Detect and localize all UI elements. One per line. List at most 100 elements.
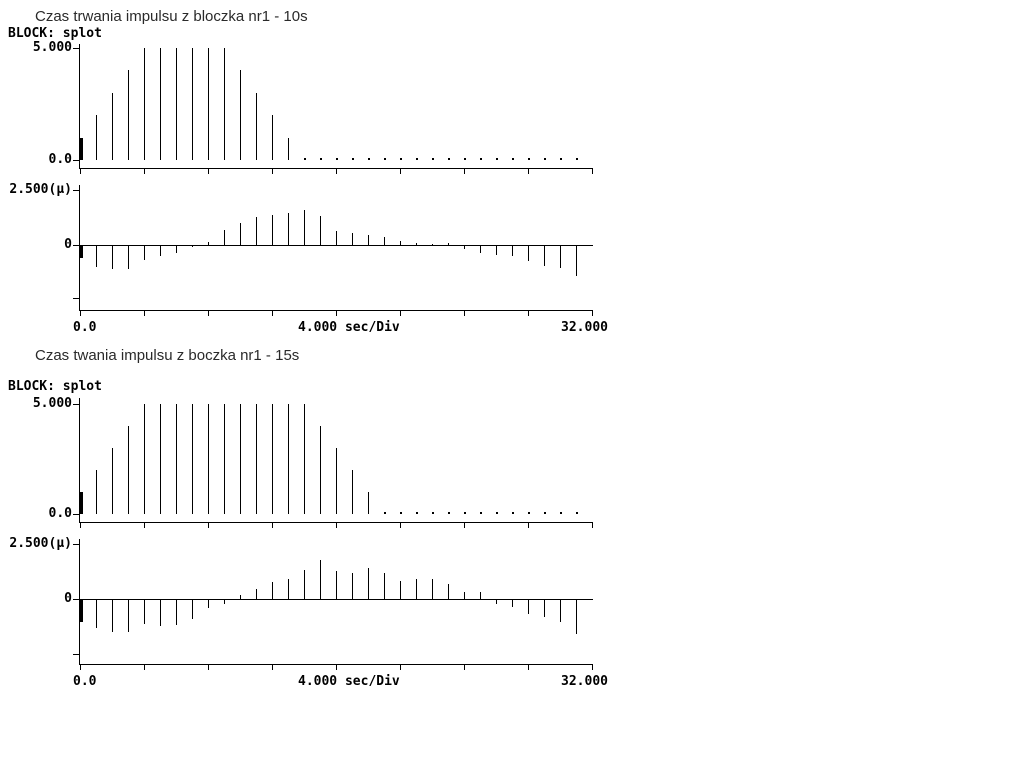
stem [128, 70, 129, 160]
y-max-label-lower-15s: 2.500(μ) [9, 536, 72, 551]
x-axis-tick [144, 169, 145, 174]
stem [352, 470, 353, 514]
stem [368, 235, 369, 245]
zero-dot [512, 158, 514, 160]
stem [240, 223, 241, 245]
stem [192, 600, 193, 619]
x-axis-line [79, 664, 593, 665]
stem [288, 404, 289, 514]
y-axis-tick [73, 160, 79, 161]
zero-dot [544, 158, 546, 160]
y-axis-line [79, 539, 80, 665]
stem [240, 595, 241, 599]
x-axis-tick [592, 665, 593, 670]
x-axis-tick [464, 169, 465, 174]
stem [224, 404, 225, 514]
zero-dot [448, 512, 450, 514]
x-axis-tick [208, 523, 209, 528]
x-axis-tick [528, 665, 529, 670]
stem [304, 210, 305, 245]
zero-dot [528, 158, 530, 160]
stem [96, 115, 97, 160]
x-axis-tick [80, 169, 81, 174]
stem [96, 600, 97, 628]
stem [272, 404, 273, 514]
stem [400, 581, 401, 599]
x-axis-tick [592, 311, 593, 316]
x-axis-tick [272, 523, 273, 528]
stem [336, 571, 337, 599]
stem [80, 600, 83, 622]
zero-dot [432, 158, 434, 160]
x-axis-tick [208, 665, 209, 670]
zero-dot [480, 512, 482, 514]
stem [480, 592, 481, 599]
stem [320, 216, 321, 245]
stem [160, 48, 161, 160]
stem [544, 246, 545, 266]
zero-dot [384, 158, 386, 160]
stem [416, 243, 417, 245]
stem [512, 600, 513, 607]
stem [224, 600, 225, 604]
y-axis-tick [73, 298, 79, 299]
stem [144, 48, 145, 160]
stem [560, 600, 561, 622]
x-axis-left-label-10s: 0.0 [73, 320, 97, 335]
stem [208, 404, 209, 514]
stem [272, 115, 273, 160]
block-label-10s: BLOCK: splot [8, 26, 102, 41]
x-axis-tick [528, 311, 529, 316]
stem [560, 246, 561, 268]
stem [240, 70, 241, 160]
x-axis-tick [272, 665, 273, 670]
x-axis-tick [400, 311, 401, 316]
stem [272, 582, 273, 599]
stem [224, 230, 225, 245]
zero-dot [528, 512, 530, 514]
zero-dot [432, 512, 434, 514]
x-axis-line [79, 310, 593, 311]
stem [336, 448, 337, 514]
stem [176, 246, 177, 253]
stem [384, 573, 385, 599]
stem [400, 241, 401, 245]
y-axis-tick [73, 599, 79, 600]
stem [112, 246, 113, 269]
x-axis-tick [80, 665, 81, 670]
zero-dot [448, 158, 450, 160]
block-label-15s: BLOCK: splot [8, 379, 102, 394]
x-axis-tick [80, 523, 81, 528]
zero-dot [464, 512, 466, 514]
y-axis-tick [73, 404, 79, 405]
stem [112, 448, 113, 514]
x-axis-tick [528, 169, 529, 174]
stem [160, 246, 161, 256]
x-axis-line [79, 522, 593, 523]
stem [512, 246, 513, 256]
stem [352, 233, 353, 245]
x-axis-tick [144, 523, 145, 528]
zero-dot [320, 158, 322, 160]
plot-title-10s: Czas trwania impulsu z bloczka nr1 - 10s [35, 8, 308, 25]
zero-dot [512, 512, 514, 514]
stem [432, 244, 433, 245]
zero-dot [416, 512, 418, 514]
y-axis-tick [73, 514, 79, 515]
stem [304, 404, 305, 514]
y-axis-tick [73, 245, 79, 246]
stem [176, 404, 177, 514]
stem [192, 404, 193, 514]
zero-dot [560, 512, 562, 514]
stem [384, 237, 385, 245]
zero-dot [400, 512, 402, 514]
stem [80, 246, 83, 258]
stem [304, 570, 305, 599]
stem [288, 213, 289, 245]
zero-dot [384, 512, 386, 514]
stem [144, 246, 145, 260]
x-axis-tick [400, 169, 401, 174]
stem [112, 600, 113, 632]
stem [208, 600, 209, 608]
